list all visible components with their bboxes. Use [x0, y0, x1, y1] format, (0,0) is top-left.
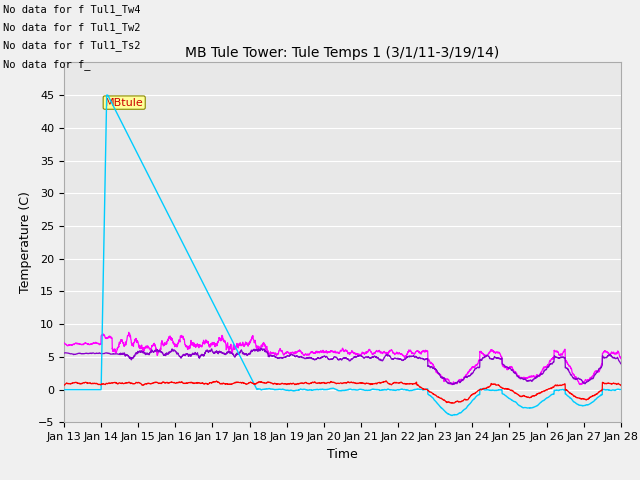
X-axis label: Time: Time [327, 448, 358, 461]
Title: MB Tule Tower: Tule Temps 1 (3/1/11-3/19/14): MB Tule Tower: Tule Temps 1 (3/1/11-3/19… [185, 46, 500, 60]
Text: No data for f Tul1_Tw4: No data for f Tul1_Tw4 [3, 4, 141, 15]
Text: MBtule: MBtule [105, 97, 143, 108]
Text: No data for f Tul1_Tw2: No data for f Tul1_Tw2 [3, 22, 141, 33]
Y-axis label: Temperature (C): Temperature (C) [19, 192, 33, 293]
Text: No data for f Tul1_Ts2: No data for f Tul1_Ts2 [3, 40, 141, 51]
Text: No data for f_: No data for f_ [3, 59, 91, 70]
